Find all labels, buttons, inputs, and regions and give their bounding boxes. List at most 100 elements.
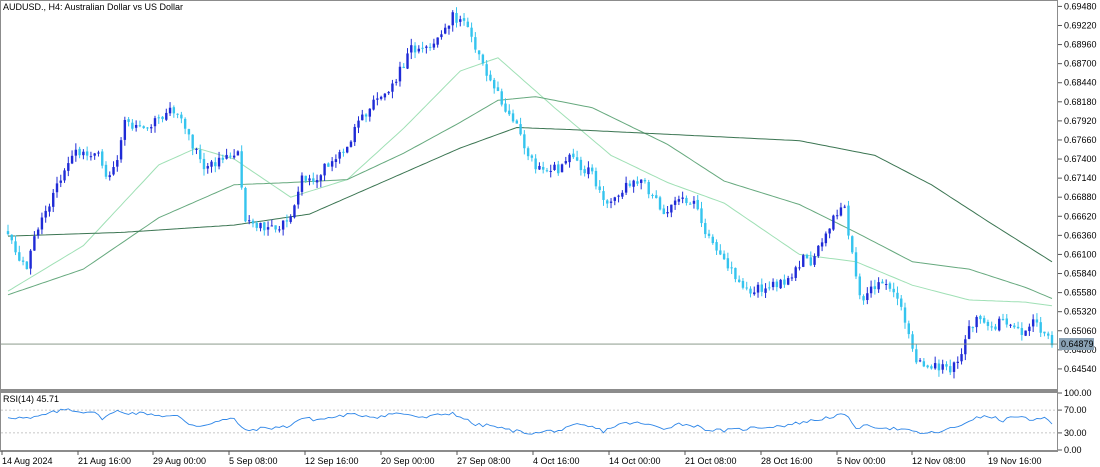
candle-body	[255, 222, 258, 228]
rsi-line	[7, 408, 1053, 435]
candle-body	[971, 327, 975, 329]
candle-body	[357, 120, 360, 128]
candle-body	[112, 167, 115, 175]
candle-body	[602, 191, 605, 200]
price-axis-label: 0.66100	[1064, 249, 1097, 259]
candle-body	[334, 159, 338, 162]
candle-body	[741, 280, 745, 288]
candle-body	[673, 200, 677, 205]
time-axis-label: 12 Sep 16:00	[305, 456, 359, 466]
candle-body	[734, 267, 737, 280]
candle-body	[711, 236, 714, 244]
candle-body	[138, 125, 142, 127]
time-axis-label: 14 Oct 00:00	[609, 456, 661, 466]
candle-body	[29, 250, 32, 269]
panel-separator[interactable]	[0, 390, 1058, 392]
candle-body	[986, 321, 990, 326]
candle-body	[330, 161, 334, 167]
candle-body	[391, 83, 394, 92]
candle-body	[881, 281, 884, 284]
candle-body	[40, 217, 44, 230]
candle-body	[191, 134, 194, 149]
candle-body	[142, 126, 145, 129]
candle-body	[813, 256, 816, 265]
candle-body	[515, 120, 519, 124]
candle-body	[624, 182, 628, 193]
candle-body	[538, 165, 541, 170]
rsi-panel[interactable]	[0, 392, 1058, 451]
rsi-axis-label: 0.00	[1064, 445, 1082, 455]
candle-body	[206, 166, 209, 169]
price-panel[interactable]	[0, 0, 1058, 390]
candle-body	[553, 164, 556, 171]
candle-body	[413, 45, 417, 53]
candle-body	[579, 159, 583, 171]
candle-body	[323, 163, 326, 176]
candle-body	[1047, 333, 1050, 336]
candle-body	[443, 27, 447, 34]
candle-body	[967, 326, 971, 339]
candle-body	[492, 79, 496, 89]
candle-body	[485, 64, 488, 76]
candle-body	[677, 199, 681, 202]
candle-body	[93, 153, 96, 156]
candle-body	[85, 151, 89, 156]
candle-body	[900, 298, 903, 307]
price-axis-label: 0.65840	[1064, 269, 1097, 279]
candle-body	[436, 37, 439, 45]
candle-body	[719, 250, 722, 255]
candle-body	[504, 103, 507, 112]
candle-body	[379, 96, 383, 99]
candle-body	[353, 126, 356, 143]
candle-body	[915, 349, 918, 363]
candle-body	[639, 179, 643, 183]
candle-body	[315, 180, 319, 183]
rsi-indicator	[1, 408, 1057, 435]
candle-body	[78, 148, 81, 156]
candle-body	[866, 293, 869, 301]
candle-body	[210, 161, 213, 167]
candle-body	[131, 122, 134, 129]
candle-body	[172, 107, 176, 114]
candle-body	[376, 98, 379, 100]
candlestick-series	[6, 7, 1054, 379]
candle-body	[63, 170, 66, 181]
time-axis-label: 27 Sep 08:00	[457, 456, 511, 466]
candle-body	[922, 361, 926, 367]
candle-body	[1005, 318, 1008, 325]
candle-body	[500, 91, 503, 105]
candle-body	[564, 161, 568, 164]
candle-body	[722, 253, 726, 260]
time-axis[interactable]: 14 Aug 2024 21 Aug 16:00 29 Aug 00:00 5 Sep…	[1, 451, 1042, 466]
candle-body	[809, 257, 812, 266]
candle-body	[583, 169, 586, 174]
rsi-axis[interactable]: 100.00 70.00 30.00 0.00	[1058, 388, 1092, 455]
candle-body	[33, 236, 36, 251]
time-axis-label: 29 Aug 00:00	[153, 456, 206, 466]
candle-body	[229, 155, 232, 157]
time-axis-label: 21 Aug 16:00	[78, 456, 131, 466]
candle-body	[956, 361, 959, 363]
candle-body	[202, 158, 206, 170]
candle-body	[884, 284, 888, 286]
candle-body	[892, 288, 895, 293]
candle-body	[6, 231, 10, 235]
candle-body	[297, 191, 300, 205]
candle-body	[259, 222, 262, 229]
candle-body	[768, 287, 771, 289]
candle-body	[526, 148, 530, 157]
candle-body	[945, 364, 948, 367]
candle-body	[824, 233, 828, 244]
candle-body	[281, 220, 285, 230]
candle-body	[828, 228, 831, 234]
candle-body	[888, 283, 892, 289]
price-axis-label: 0.69480	[1064, 1, 1097, 11]
candle-body	[251, 220, 255, 224]
candle-body	[327, 163, 330, 167]
candle-body	[44, 210, 47, 218]
candle-body	[545, 170, 549, 172]
price-axis-label: 0.65580	[1064, 288, 1097, 298]
candle-body	[417, 48, 421, 52]
candle-body	[410, 45, 413, 53]
